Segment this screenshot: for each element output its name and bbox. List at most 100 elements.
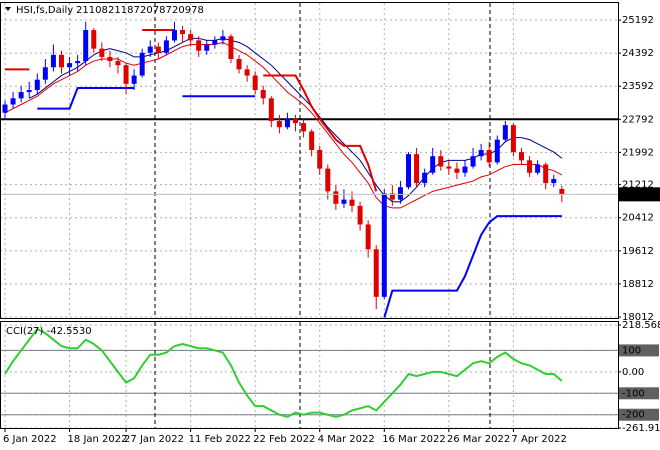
candle-body xyxy=(10,98,16,105)
y-tick-label: -100 xyxy=(622,388,645,399)
candle-body xyxy=(276,121,282,128)
candle-body xyxy=(341,199,347,204)
y-tick-label: 18812 xyxy=(622,279,654,290)
candle-body xyxy=(438,156,444,167)
y-tick-label: 21992 xyxy=(622,147,654,158)
candle-body xyxy=(486,149,492,163)
candle-body xyxy=(406,154,411,188)
x-tick-label: 4 Mar 2022 xyxy=(318,434,375,445)
candle-body xyxy=(26,90,32,93)
indicator-line xyxy=(4,41,563,209)
cci-title: CCI(27) -42.5530 xyxy=(6,326,92,337)
candle-body xyxy=(188,34,194,41)
x-tick-label: 16 Mar 2022 xyxy=(382,434,445,445)
candle-body xyxy=(494,139,500,163)
candle-body xyxy=(107,56,113,62)
candle-body xyxy=(309,131,315,150)
menu-arrow[interactable] xyxy=(5,7,11,11)
candle-body xyxy=(430,156,436,173)
candle-body xyxy=(317,149,323,169)
candle-body xyxy=(147,46,153,53)
candle-body xyxy=(478,149,484,157)
candle-body xyxy=(220,36,226,41)
candle-body xyxy=(163,40,169,53)
candle-body xyxy=(284,118,290,128)
candle-body xyxy=(293,118,299,124)
y-tick-label: 21212 xyxy=(622,180,654,191)
candle-body xyxy=(454,168,460,173)
indicator-line xyxy=(37,86,562,318)
candle-body xyxy=(349,199,355,206)
candle-body xyxy=(527,160,533,173)
candle-body xyxy=(131,75,137,84)
candle-body xyxy=(244,69,250,76)
y-tick-label: 20412 xyxy=(622,213,654,224)
candle-body xyxy=(414,154,420,184)
candle-body xyxy=(365,224,371,250)
marks-layer xyxy=(0,21,618,418)
candle-body xyxy=(123,65,129,84)
price-label: 20978 xyxy=(622,189,654,200)
candle-body xyxy=(551,178,557,184)
candle-body xyxy=(301,123,307,132)
x-tick-label: 27 Jan 2022 xyxy=(124,434,184,445)
candle-body xyxy=(325,168,331,192)
x-tick-label: 6 Jan 2022 xyxy=(3,434,57,445)
candle-body xyxy=(518,152,524,161)
y-tick-label: 23592 xyxy=(622,81,654,92)
candle-body xyxy=(260,90,266,99)
cci-line xyxy=(4,327,563,418)
candle-body xyxy=(75,61,81,64)
candle-body xyxy=(510,125,516,153)
candle-body xyxy=(99,48,105,57)
y-tick-label: 218.5687 xyxy=(622,320,660,331)
candle-body xyxy=(446,166,452,169)
candle-body xyxy=(212,40,218,45)
candle-body xyxy=(58,54,64,68)
candle-body xyxy=(50,54,56,68)
x-tick-label: 7 Apr 2022 xyxy=(511,434,566,445)
y-tick-label: 18012 xyxy=(622,312,654,323)
candle-body xyxy=(381,193,387,297)
candle-body xyxy=(462,166,468,173)
candle-body xyxy=(422,172,428,184)
y-tick-label: 0.00 xyxy=(622,367,644,378)
y-tick-label: 24392 xyxy=(622,48,654,59)
x-tick-label: 18 Jan 2022 xyxy=(68,434,128,445)
candle-body xyxy=(42,67,48,80)
candle-body xyxy=(543,164,549,184)
indicator-line xyxy=(5,29,378,192)
candle-body xyxy=(2,104,8,113)
last-high: 21187 xyxy=(108,5,140,16)
candle-body xyxy=(252,75,258,91)
last-low: 20787 xyxy=(140,5,172,16)
level-label-box xyxy=(619,408,659,421)
candle-body xyxy=(115,61,121,66)
y-tick-label: 25192 xyxy=(622,15,654,26)
candle-body xyxy=(91,30,97,49)
level-label-box xyxy=(619,344,659,357)
candle-body xyxy=(67,63,73,68)
x-tick-label: 11 Feb 2022 xyxy=(189,434,251,445)
candle-body xyxy=(389,193,395,200)
candle-body xyxy=(535,164,541,173)
y-tick-label: -261.910 xyxy=(622,423,660,434)
x-tick-label: 26 Mar 2022 xyxy=(447,434,510,445)
y-tick-label: -200 xyxy=(622,410,645,421)
symbol-title: HSI,fs,Daily xyxy=(16,5,73,16)
candle-body xyxy=(204,44,210,51)
last-close: 20978 xyxy=(172,5,204,16)
candle-body xyxy=(357,205,363,225)
price-label-box xyxy=(619,187,660,202)
candle-body xyxy=(502,125,508,140)
y-tick-label: 22792 xyxy=(622,114,654,125)
candle-body xyxy=(155,46,161,53)
candle-body xyxy=(196,40,202,51)
level-label-box xyxy=(619,387,659,400)
candle-body xyxy=(34,79,40,91)
candle-body xyxy=(180,30,186,35)
candle-body xyxy=(373,249,379,297)
main-pane-border xyxy=(0,2,619,319)
